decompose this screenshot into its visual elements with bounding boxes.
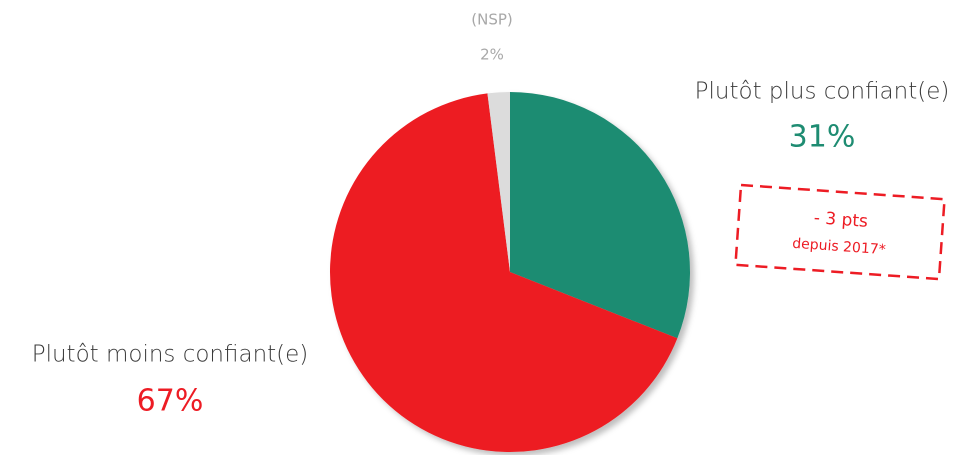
value-label: 67% — [137, 384, 204, 419]
annotation: - 3 pts depuis 2017* — [734, 183, 946, 281]
annotation-box — [734, 183, 946, 281]
category-label: (NSP) — [471, 11, 513, 29]
pie-slice — [329, 93, 678, 452]
pie — [329, 92, 690, 452]
pie-slice — [487, 92, 510, 272]
pie-slice — [510, 92, 690, 339]
annotation-line: depuis 2017* — [792, 236, 886, 258]
value-label: 2% — [480, 46, 504, 64]
value-label: 31% — [789, 120, 856, 155]
category-label: Plutôt plus confiant(e) — [695, 79, 950, 105]
category-label: Plutôt moins confiant(e) — [32, 342, 309, 368]
annotation-line: - 3 pts — [813, 208, 868, 232]
